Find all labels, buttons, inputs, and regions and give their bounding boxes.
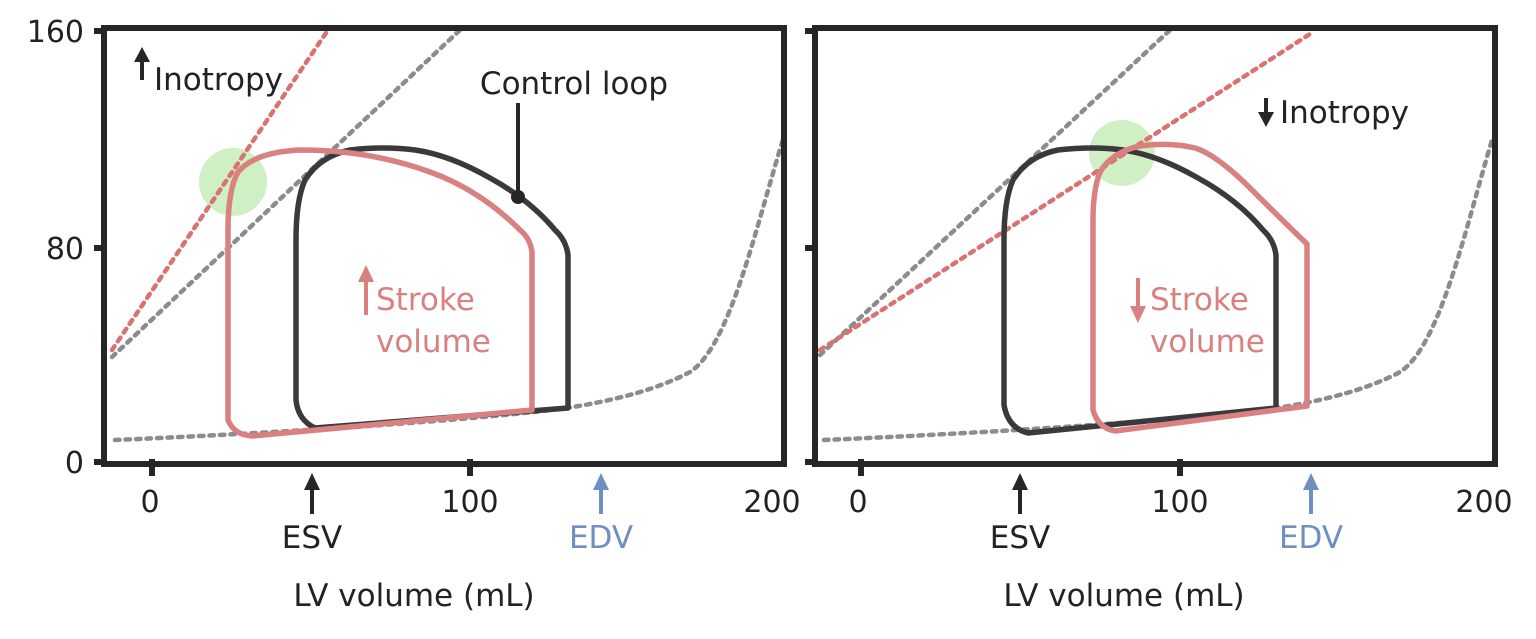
plot-frame xyxy=(812,25,1498,467)
stroke-volume-label-line1: Stroke xyxy=(1150,282,1249,318)
esv-arrow-icon xyxy=(1012,473,1028,514)
y-tick-label-160: 160 xyxy=(27,15,84,50)
espvr-increased-line xyxy=(109,27,331,353)
edv-arrow-icon xyxy=(593,473,609,514)
x-axis-title: LV volume (mL) xyxy=(1003,578,1244,614)
control-pv-loop xyxy=(293,145,571,431)
stroke-volume-label-line2: volume xyxy=(376,324,491,360)
edv-arrow-icon xyxy=(1303,473,1319,514)
esv-label: ESV xyxy=(282,520,342,556)
stroke-volume-label-line2: volume xyxy=(1150,324,1265,360)
esv-arrow-icon xyxy=(304,473,320,514)
inotropy-up-arrow-icon xyxy=(134,47,150,80)
x-tick-label-0: 0 xyxy=(140,485,159,520)
inotropy-label: Inotropy xyxy=(1280,95,1409,131)
x-tick-label-200: 200 xyxy=(1455,485,1512,520)
altered-pv-loop xyxy=(1090,141,1310,434)
stroke-volume-up-arrow-icon xyxy=(358,265,374,315)
panel-increased-inotropy: Control loop Inotropy Stroke volume 160 … xyxy=(27,15,801,614)
x-tick-label-200: 200 xyxy=(743,485,800,520)
x-tick-label-100: 100 xyxy=(1151,485,1208,520)
espvr-control-line xyxy=(109,27,463,360)
inotropy-label: Inotropy xyxy=(154,62,283,98)
espvr-decreased-line xyxy=(817,31,1313,353)
control-pv-loop xyxy=(1001,145,1279,436)
stroke-volume-down-arrow-icon xyxy=(1130,278,1146,323)
control-loop-pointer-dot xyxy=(511,190,525,204)
y-tick-label-80: 80 xyxy=(46,232,84,267)
edv-label: EDV xyxy=(569,520,633,556)
control-loop-label: Control loop xyxy=(480,66,668,102)
esv-label: ESV xyxy=(990,520,1050,556)
espvr-control-line xyxy=(817,27,1173,358)
x-tick-label-100: 100 xyxy=(441,485,498,520)
altered-pv-loop xyxy=(225,147,535,439)
edv-label: EDV xyxy=(1279,520,1343,556)
edpvr-curve xyxy=(821,137,1495,443)
inotropy-down-arrow-icon xyxy=(1258,98,1274,127)
x-axis-title: LV volume (mL) xyxy=(293,578,534,614)
stroke-volume-label-line1: Stroke xyxy=(376,282,475,318)
panel-decreased-inotropy: Inotropy Stroke volume 0 100 200 ESV xyxy=(805,25,1513,614)
x-tick-label-0: 0 xyxy=(848,485,867,520)
y-tick-label-0: 0 xyxy=(65,446,84,481)
